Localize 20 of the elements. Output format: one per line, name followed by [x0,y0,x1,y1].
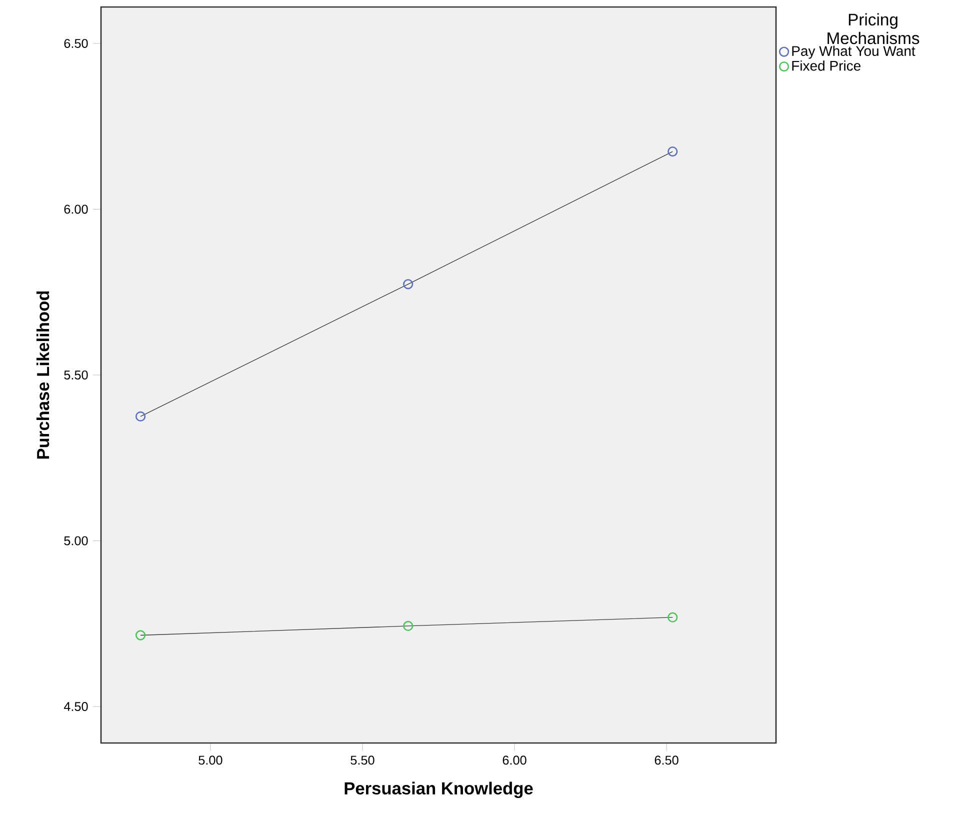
y-tick-label: 6.00 [64,204,88,214]
x-tick-label: 6.00 [502,756,526,765]
y-tick-label: 6.50 [64,38,88,48]
point [135,411,146,422]
point [135,630,146,640]
legend-label: Fixed Price [792,60,860,71]
legend-label: Pay What You Want [792,46,916,59]
x-tick-label: 5.00 [198,756,222,765]
y-tick-label: 4.50 [64,702,88,712]
y-axis-title: Purchase Likelihood [36,291,50,459]
point [403,279,414,290]
y-tick-label: 5.00 [64,536,88,546]
x-tick-label: 5.50 [350,756,374,765]
point [403,620,414,632]
x-axis-title: Persuasian Knowledge [344,782,533,798]
point [668,612,678,622]
x-tick-label: 6.50 [654,756,678,765]
point [668,146,678,157]
y-tick-label: 5.50 [64,370,88,380]
legend-title: Pricing Mechanisms [828,13,920,44]
